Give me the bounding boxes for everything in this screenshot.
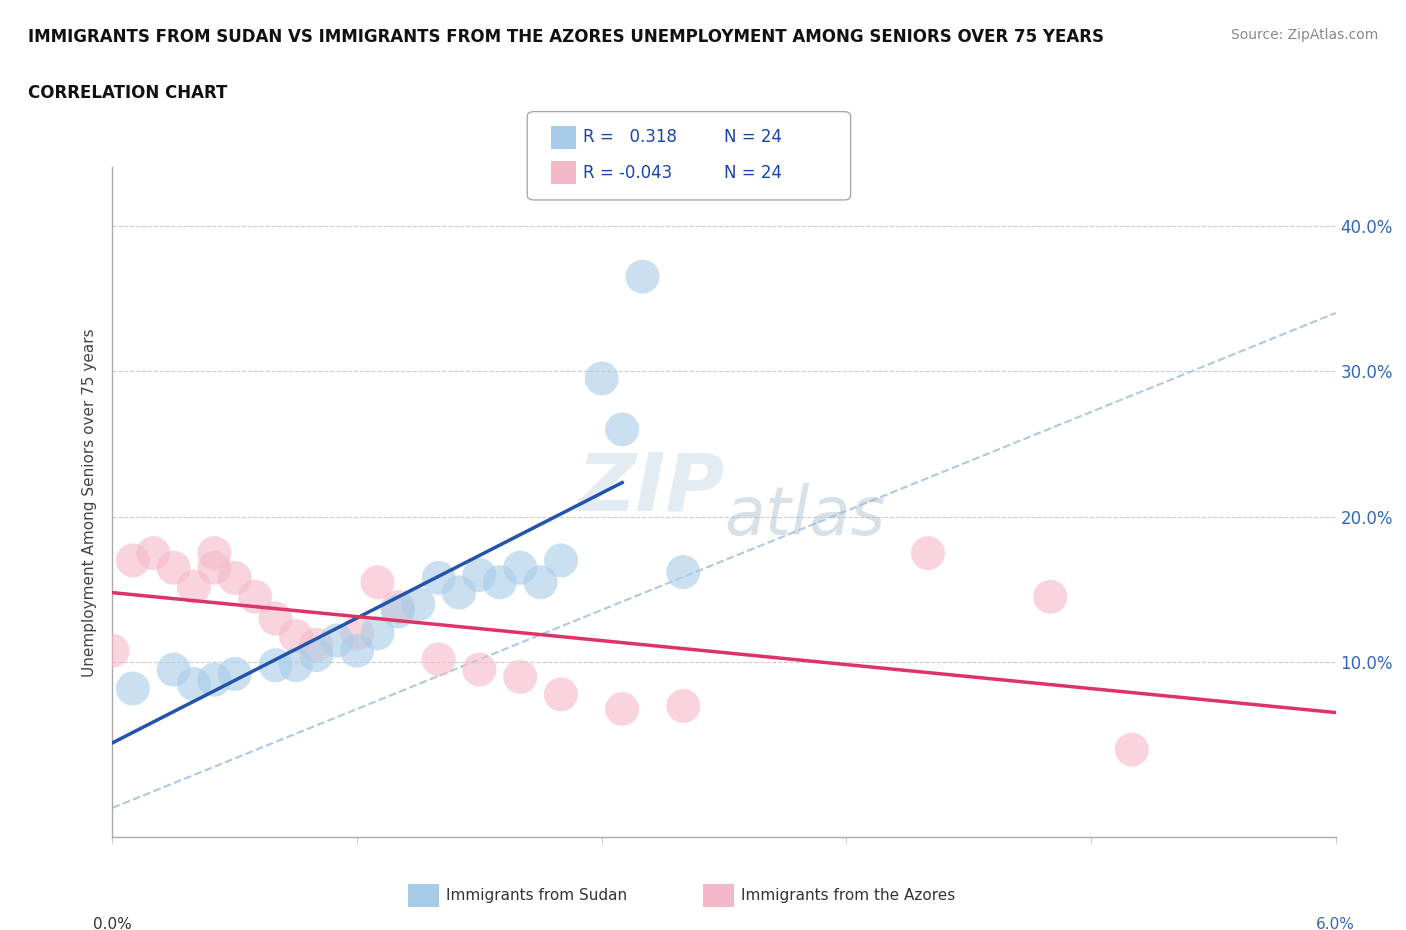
Point [672, 698, 695, 713]
Point [101, 644, 124, 658]
Point [367, 575, 389, 590]
Text: R =   0.318: R = 0.318 [583, 128, 678, 146]
Point [122, 553, 145, 568]
Text: Immigrants from Sudan: Immigrants from Sudan [446, 887, 627, 903]
Point [204, 560, 226, 575]
Point [367, 626, 389, 641]
Point [509, 560, 531, 575]
Point [917, 546, 939, 561]
Point [489, 575, 512, 590]
Point [326, 633, 349, 648]
Y-axis label: Unemployment Among Seniors over 75 years: Unemployment Among Seniors over 75 years [82, 328, 97, 676]
Text: N = 24: N = 24 [724, 164, 782, 181]
Point [612, 701, 634, 716]
Point [204, 672, 226, 687]
Point [1039, 590, 1062, 604]
Point [427, 652, 450, 667]
Point [427, 570, 450, 585]
Point [591, 371, 613, 386]
Text: IMMIGRANTS FROM SUDAN VS IMMIGRANTS FROM THE AZORES UNEMPLOYMENT AMONG SENIORS O: IMMIGRANTS FROM SUDAN VS IMMIGRANTS FROM… [28, 28, 1104, 46]
Point [284, 629, 308, 644]
Point [387, 604, 409, 618]
Point [387, 600, 409, 615]
Text: atlas: atlas [724, 483, 886, 549]
Point [612, 422, 634, 437]
Point [264, 611, 287, 626]
Point [284, 658, 308, 672]
Point [509, 670, 531, 684]
Point [672, 565, 695, 579]
Point [468, 567, 491, 582]
Point [550, 687, 572, 702]
Point [224, 570, 246, 585]
Point [224, 667, 246, 682]
Point [1121, 742, 1143, 757]
Text: R = -0.043: R = -0.043 [583, 164, 672, 181]
Point [468, 662, 491, 677]
Point [550, 553, 572, 568]
Text: Source: ZipAtlas.com: Source: ZipAtlas.com [1230, 28, 1378, 42]
Point [204, 546, 226, 561]
Text: N = 24: N = 24 [724, 128, 782, 146]
Text: 6.0%: 6.0% [1316, 917, 1355, 930]
Point [346, 644, 368, 658]
Point [631, 269, 654, 284]
Text: 0.0%: 0.0% [93, 917, 132, 930]
Point [264, 658, 287, 672]
Point [305, 647, 328, 662]
Point [142, 546, 165, 561]
Point [530, 575, 553, 590]
Point [183, 579, 205, 594]
Point [245, 590, 267, 604]
Point [305, 637, 328, 652]
Point [449, 585, 471, 600]
Point [183, 677, 205, 692]
Point [163, 662, 186, 677]
Point [346, 626, 368, 641]
Text: CORRELATION CHART: CORRELATION CHART [28, 84, 228, 101]
Text: Immigrants from the Azores: Immigrants from the Azores [741, 887, 955, 903]
Text: ZIP: ZIP [576, 450, 724, 528]
Point [408, 597, 430, 612]
Point [163, 560, 186, 575]
Point [122, 681, 145, 696]
